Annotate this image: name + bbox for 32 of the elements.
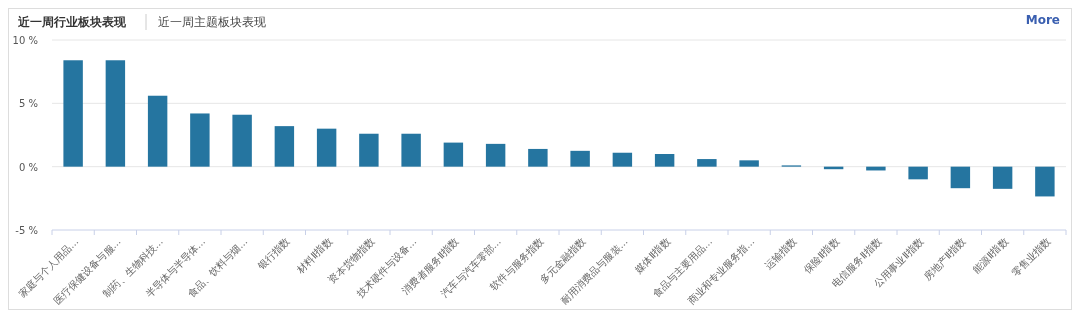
bar (570, 150, 590, 167)
bar (190, 113, 210, 167)
bar (612, 152, 633, 167)
bar (528, 148, 548, 167)
bar (992, 166, 1013, 189)
bar (105, 60, 126, 167)
chart-subtitle: 近一周主题板块表现 (158, 15, 266, 29)
bar (274, 126, 295, 167)
bar (443, 142, 464, 167)
chart-title: 近一周行业板块表现 (17, 15, 127, 29)
y-tick-label: 5 % (18, 98, 38, 110)
x-tick-label: 能源Ⅱ指数 (970, 235, 1011, 276)
x-tick-label: 运输指数 (762, 235, 799, 272)
bar (739, 160, 759, 167)
x-tick-label: 零售业指数 (1009, 235, 1053, 279)
y-tick-label: 10 % (12, 35, 38, 46)
bar (316, 128, 337, 167)
bar (950, 166, 971, 189)
bar (1035, 166, 1055, 197)
y-tick-label: 0 % (18, 161, 38, 173)
bar (697, 159, 717, 167)
text: More (1025, 13, 1060, 27)
bar (654, 154, 675, 167)
y-tick-label: -5 % (15, 225, 38, 236)
bar (147, 95, 168, 167)
bar (908, 166, 928, 180)
bar (485, 143, 506, 167)
x-tick-label: 银行指数 (255, 235, 292, 273)
bar (359, 133, 379, 167)
bar (401, 133, 421, 167)
bar (232, 114, 252, 167)
bar (63, 60, 83, 167)
